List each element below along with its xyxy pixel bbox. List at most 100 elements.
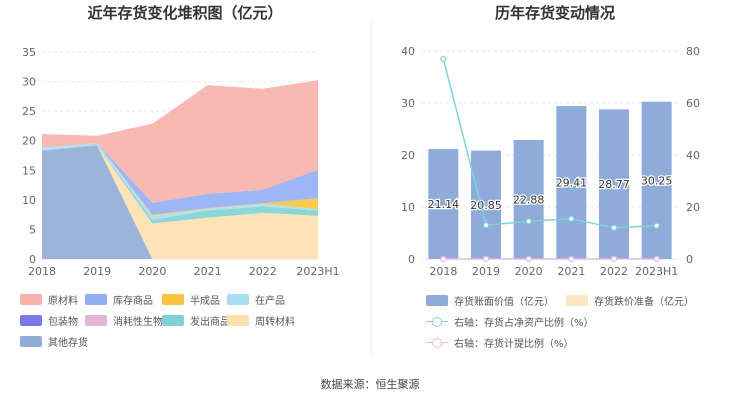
legend-item[interactable]: 其他存货	[20, 334, 88, 349]
legend-label: 在产品	[255, 296, 285, 307]
legend-label: 右轴：存货占净资产比例（%）	[454, 318, 594, 329]
legend-label: 发出商品	[190, 317, 230, 328]
x-tick-label: 2020	[515, 265, 543, 278]
x-tick-label: 2021	[557, 265, 585, 278]
line-point	[653, 222, 660, 229]
legend-label: 半成品	[190, 296, 220, 307]
legend-item[interactable]: 半成品	[162, 292, 220, 307]
y-tick-label: 25	[22, 105, 36, 118]
y-tick-label: 15	[22, 164, 36, 177]
legend-label: 存货账面价值（亿元）	[454, 297, 554, 308]
legend-swatch	[20, 315, 42, 326]
x-tick-label: 2023H1	[635, 265, 678, 278]
area-在产品	[42, 143, 318, 220]
y2-tick-label: 40	[686, 149, 700, 162]
legend-label: 存货跌价准备（亿元）	[594, 297, 694, 308]
area-其他存货	[42, 145, 318, 259]
x-tick-label: 2018	[429, 265, 457, 278]
legend-item[interactable]: 库存商品	[85, 292, 153, 307]
y-tick-label: 20	[22, 135, 36, 148]
bar-inventory-value	[428, 149, 459, 259]
y-tick-label: 30	[22, 76, 36, 89]
legend-swatch	[20, 336, 42, 347]
legend-item[interactable]: 原材料	[20, 292, 78, 307]
legend-label: 库存商品	[113, 296, 153, 307]
legend-swatch	[227, 294, 249, 305]
legend-item[interactable]: 包装物	[20, 313, 78, 328]
right-chart-title: 历年存货变动情况	[494, 4, 615, 22]
legend-swatch	[85, 294, 107, 305]
bar-data-label: 21.14	[428, 198, 460, 211]
right-chart-legend: 存货账面价值（亿元） 存货跌价准备（亿元） 右轴：存货占净资产比例（%） 右轴：存货计…	[370, 285, 740, 355]
bar-inventory-value	[471, 150, 501, 259]
legend-item[interactable]: 消耗性生物资产	[85, 313, 183, 328]
line-point	[610, 255, 618, 263]
bar-data-label: 28.77	[598, 178, 630, 191]
area-周转材料	[42, 145, 318, 259]
legend-item[interactable]: 在产品	[227, 292, 285, 307]
legend-item[interactable]: 存货账面价值（亿元）	[426, 293, 554, 308]
bar-inventory-value	[513, 140, 544, 259]
legend-item[interactable]: 右轴：存货占净资产比例（%）	[426, 314, 594, 329]
y2-tick-label: 0	[686, 253, 693, 266]
line-point	[440, 55, 447, 62]
y2-tick-label: 80	[686, 45, 700, 58]
x-tick-label: 2022	[600, 265, 628, 278]
legend-swatch	[227, 315, 249, 326]
x-tick-label: 2019	[472, 265, 500, 278]
line-point	[568, 215, 575, 222]
left-chart-title: 近年存货变化堆积图（亿元）	[87, 4, 283, 22]
area-库存商品	[42, 143, 318, 215]
x-tick-label: 2020	[138, 265, 166, 278]
legend-label: 包装物	[48, 317, 78, 328]
bar-data-label: 22.88	[513, 194, 545, 207]
area-发出商品	[42, 144, 318, 224]
bar-data-label: 30.25	[641, 174, 673, 187]
y-tick-label: 30	[401, 97, 415, 110]
line-右轴：存货占净资产比例（%）	[442, 58, 657, 229]
line-point	[568, 255, 575, 263]
legend-swatch	[162, 294, 184, 305]
y-tick-label: 0	[29, 253, 36, 266]
legend-swatch	[426, 316, 448, 327]
y-tick-label: 10	[401, 201, 415, 214]
y-tick-label: 0	[408, 253, 415, 266]
y-tick-label: 35	[22, 46, 36, 59]
area-半成品	[42, 143, 318, 216]
y-tick-label: 10	[22, 194, 36, 207]
chart-divider	[371, 20, 372, 355]
area-原材料	[42, 80, 318, 203]
x-tick-label: 2022	[249, 265, 277, 278]
legend-swatch	[566, 295, 588, 306]
legend-label: 其他存货	[48, 338, 88, 349]
y2-tick-label: 20	[686, 201, 700, 214]
y-tick-label: 40	[401, 45, 415, 58]
legend-swatch	[20, 294, 42, 305]
legend-label: 原材料	[48, 296, 78, 307]
stacked-area-chart: 0 5 10 15 20 25 30 35 2018 2019 2020 2021 2022 2023H1	[22, 46, 340, 278]
bar-inventory-value	[556, 106, 587, 260]
legend-item[interactable]: 周转材料	[227, 313, 295, 328]
x-tick-label: 2021	[194, 265, 222, 278]
y-tick-label: 20	[401, 149, 415, 162]
legend-swatch	[85, 315, 107, 326]
legend-label: 消耗性生物资产	[113, 317, 183, 328]
line-point	[610, 224, 618, 231]
line-point	[482, 222, 490, 229]
legend-swatch	[426, 337, 448, 348]
left-chart-legend: 原材料 库存商品 半成品 在产品包装物 消耗性生物资产 发出商品 周转材料其他存货	[0, 285, 370, 355]
legend-item[interactable]: 存货跌价准备（亿元）	[566, 293, 694, 308]
legend-swatch	[426, 295, 448, 306]
bar-inventory-value	[641, 101, 672, 259]
x-tick-label: 2023H1	[296, 265, 339, 278]
legend-item[interactable]: 右轴：存货计提比例（%）	[426, 335, 574, 350]
legend-swatch	[162, 315, 184, 326]
inventory-bar-line-chart: 0 10 20 30 40 0 20 40 60 80 2018 2019 2020 2021 2022 20…	[401, 45, 700, 278]
x-tick-label: 2018	[28, 265, 56, 278]
line-point	[525, 218, 532, 225]
line-point	[525, 255, 532, 263]
line-point	[440, 255, 447, 263]
legend-item[interactable]: 发出商品	[162, 313, 230, 328]
y2-tick-label: 60	[686, 97, 700, 110]
bar-inventory-value	[599, 109, 629, 260]
